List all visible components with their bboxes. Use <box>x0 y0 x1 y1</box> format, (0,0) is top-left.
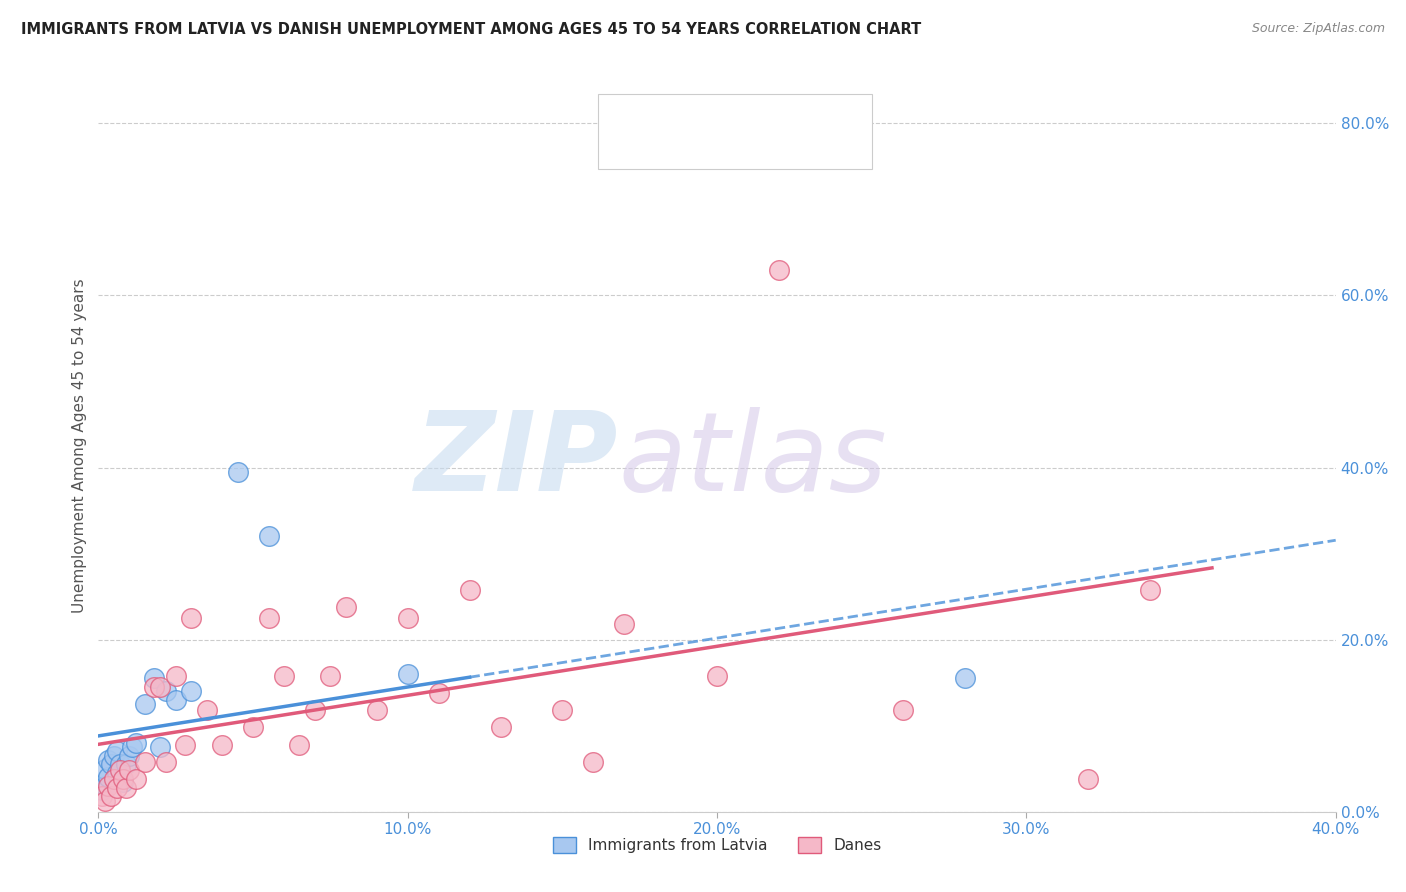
Point <box>112 774 135 789</box>
Point <box>100 789 122 804</box>
Point <box>97 753 120 767</box>
Point <box>768 262 790 277</box>
Point <box>396 667 419 681</box>
Point <box>155 755 177 769</box>
Point <box>105 780 128 795</box>
Point <box>891 703 914 717</box>
Point <box>706 669 728 683</box>
Point <box>124 736 146 750</box>
Point <box>489 720 512 734</box>
Point <box>366 703 388 717</box>
Point <box>288 738 311 752</box>
Point <box>1139 582 1161 597</box>
Point <box>242 720 264 734</box>
Text: atlas: atlas <box>619 407 887 514</box>
Point <box>108 764 131 778</box>
Point <box>335 599 357 614</box>
Point <box>105 766 128 780</box>
Point <box>458 582 481 597</box>
Point <box>304 703 326 717</box>
Text: IMMIGRANTS FROM LATVIA VS DANISH UNEMPLOYMENT AMONG AGES 45 TO 54 YEARS CORRELAT: IMMIGRANTS FROM LATVIA VS DANISH UNEMPLO… <box>21 22 921 37</box>
Point <box>165 693 187 707</box>
Point <box>1077 772 1099 786</box>
Point <box>97 770 120 784</box>
Point <box>134 697 156 711</box>
Point <box>124 772 146 786</box>
Point <box>226 465 249 479</box>
Point <box>273 669 295 683</box>
Point <box>180 684 202 698</box>
Point <box>319 669 342 683</box>
Legend: Immigrants from Latvia, Danes: Immigrants from Latvia, Danes <box>547 830 887 859</box>
Point <box>121 740 143 755</box>
Point <box>165 669 187 683</box>
Point <box>115 757 138 772</box>
Text: ZIP: ZIP <box>415 407 619 514</box>
Point <box>180 611 202 625</box>
Point <box>143 671 166 685</box>
Point <box>118 764 141 778</box>
Point <box>97 779 120 793</box>
Point <box>257 529 280 543</box>
Point <box>155 684 177 698</box>
Point <box>108 757 131 772</box>
Text: Source: ZipAtlas.com: Source: ZipAtlas.com <box>1251 22 1385 36</box>
Point <box>551 703 574 717</box>
Point <box>103 748 125 763</box>
Point <box>118 748 141 763</box>
Point <box>93 762 115 776</box>
Y-axis label: Unemployment Among Ages 45 to 54 years: Unemployment Among Ages 45 to 54 years <box>72 278 87 614</box>
Point <box>143 680 166 694</box>
Point <box>93 779 115 793</box>
Point <box>427 686 450 700</box>
Point <box>149 680 172 694</box>
Point <box>90 789 112 804</box>
Point <box>90 783 112 797</box>
Text: R =  0.231    N =  25: R = 0.231 N = 25 <box>645 112 834 129</box>
Point <box>953 671 976 685</box>
Point <box>93 794 115 808</box>
Point <box>100 757 122 772</box>
Point <box>257 611 280 625</box>
Text: R =  0.423    N =  40: R = 0.423 N = 40 <box>645 145 834 162</box>
Point <box>613 617 636 632</box>
Point <box>211 738 233 752</box>
Point <box>103 772 125 786</box>
Point <box>112 772 135 786</box>
Point <box>396 611 419 625</box>
Point <box>174 738 197 752</box>
Point <box>149 740 172 755</box>
Point <box>134 755 156 769</box>
Point <box>582 755 605 769</box>
Point <box>195 703 218 717</box>
Point <box>115 780 138 795</box>
Point <box>105 744 128 758</box>
